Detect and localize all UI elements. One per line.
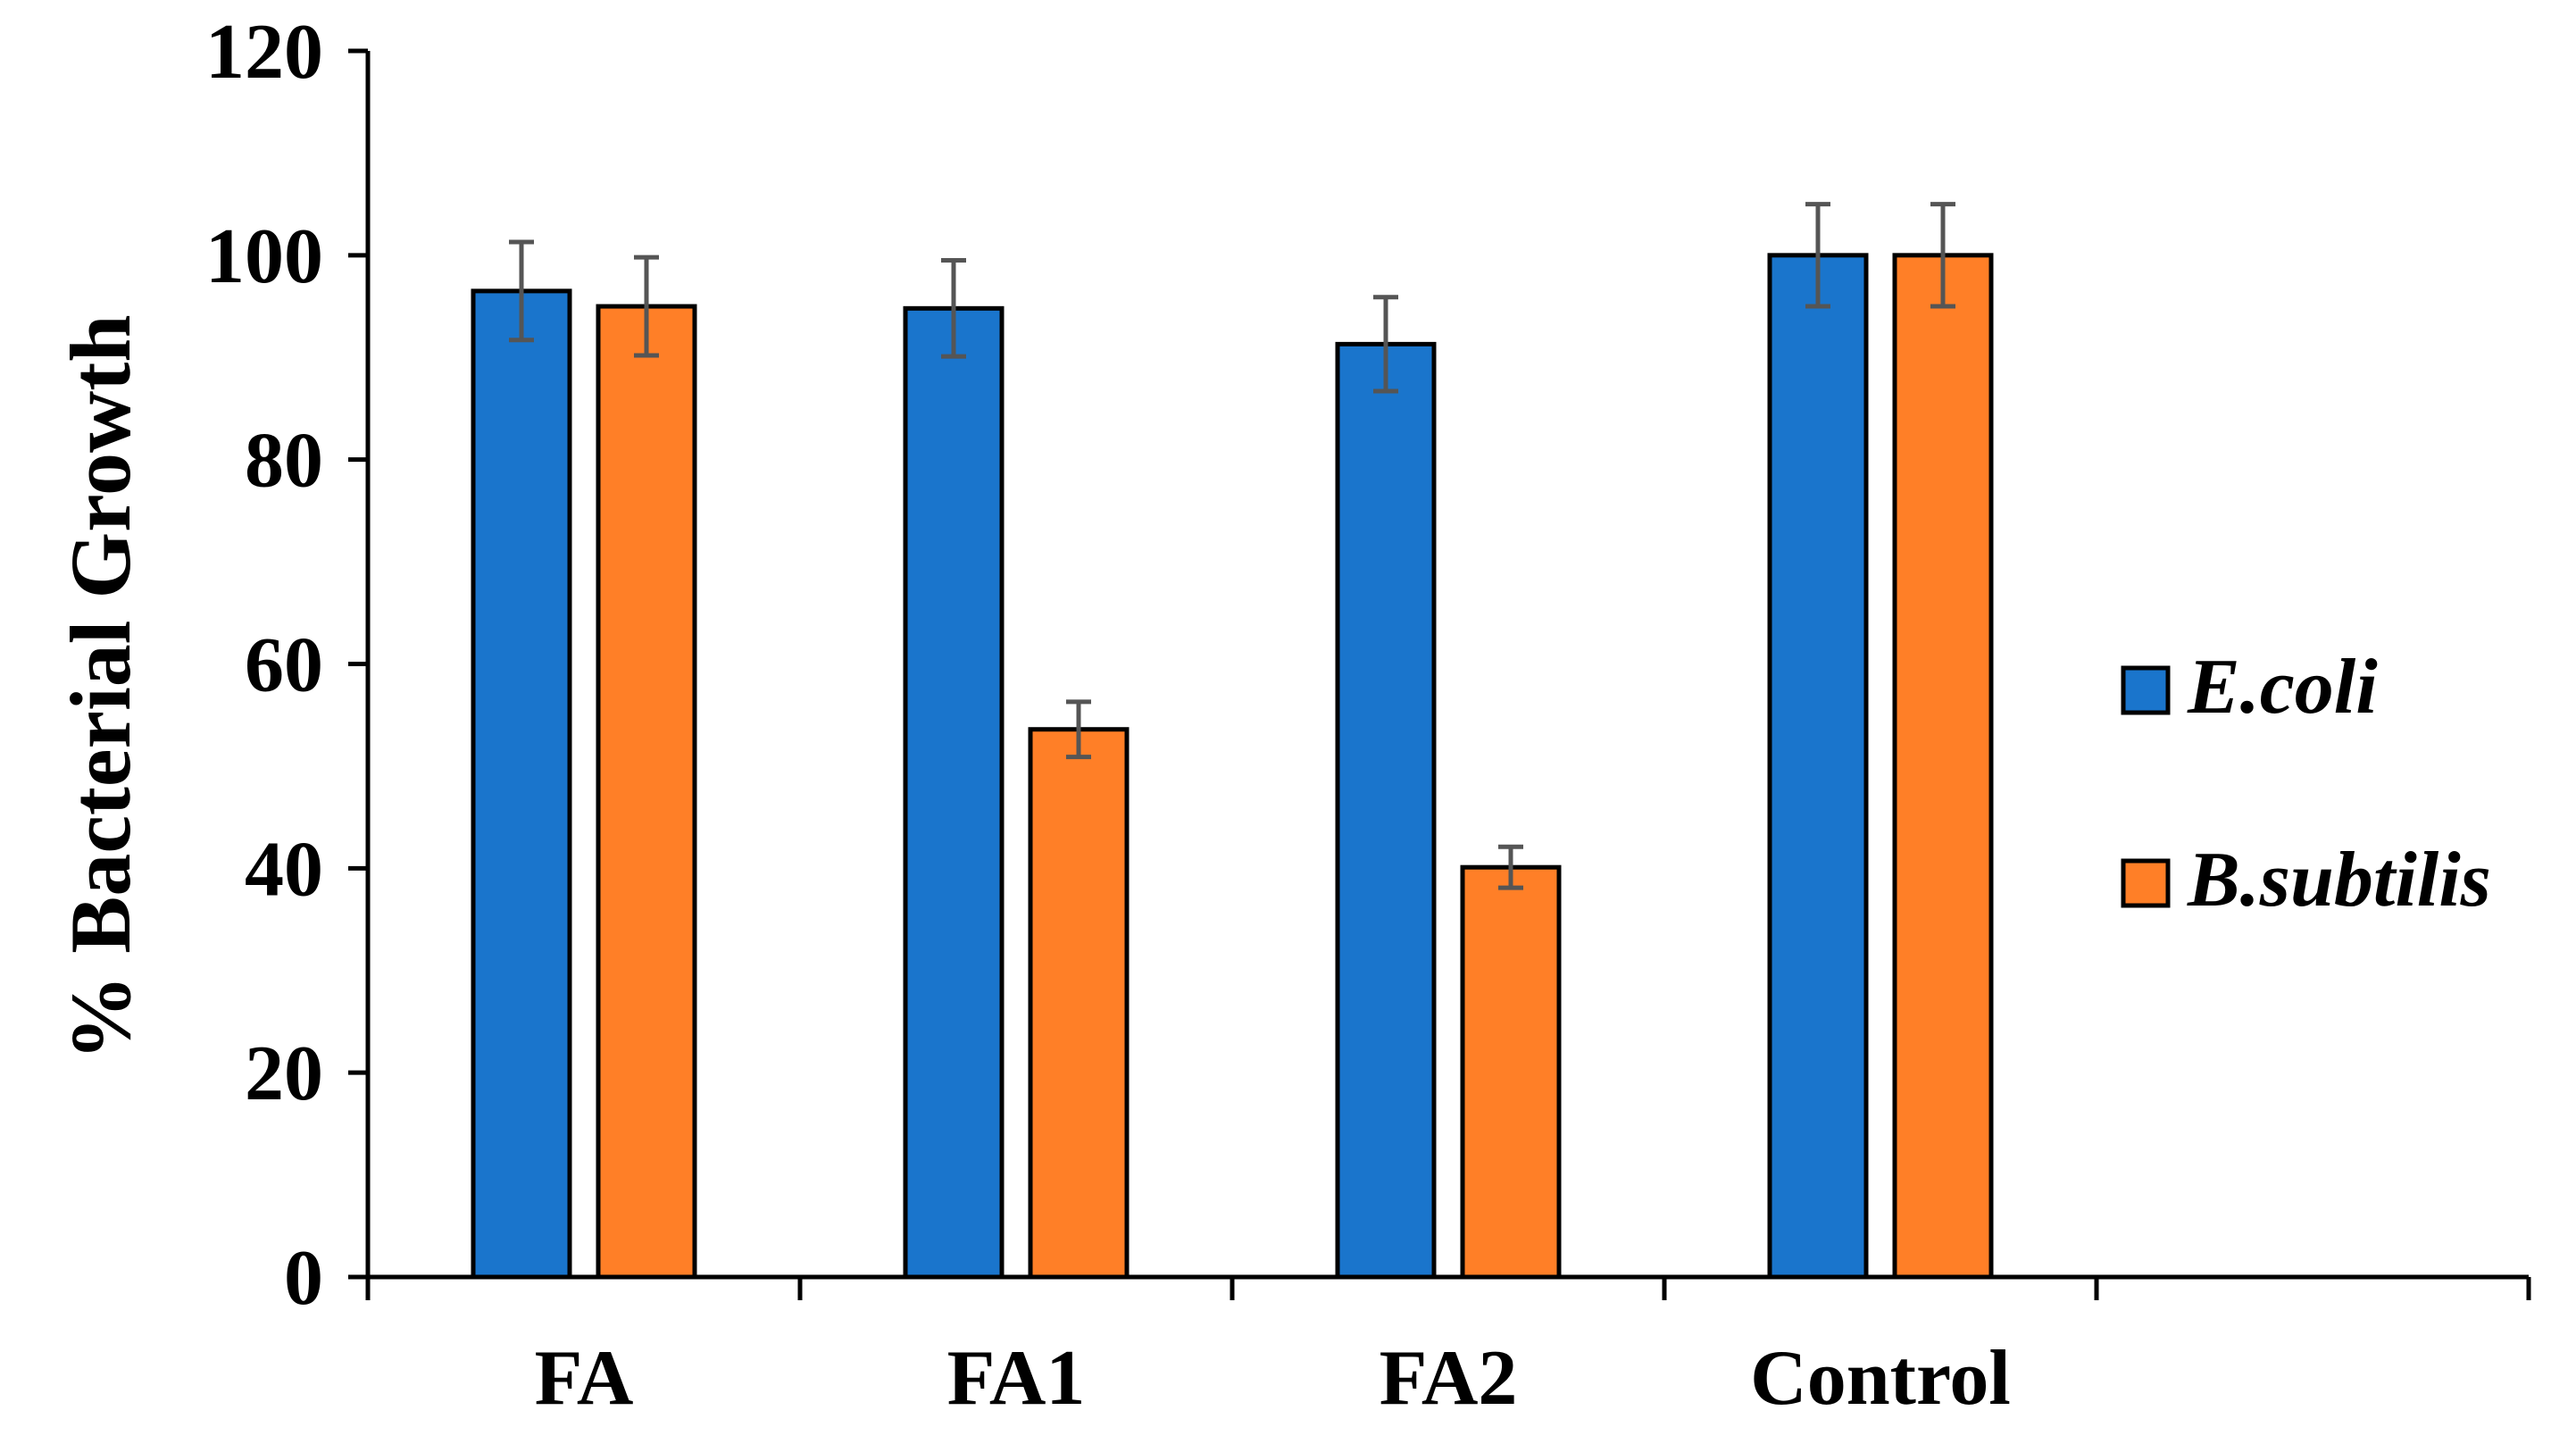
error-bars xyxy=(509,202,1955,890)
x-axis: FA FA1 FA2 Control xyxy=(365,1274,2531,1422)
y-tick-label: 40 xyxy=(245,826,323,913)
bar-e-coli-control xyxy=(1767,253,1869,1280)
y-tick-label: 0 xyxy=(284,1235,323,1322)
x-tick-label: Control xyxy=(1750,1335,2011,1422)
x-tick-label: FA1 xyxy=(947,1335,1086,1422)
y-tick-label: 120 xyxy=(205,9,323,96)
y-tick-label: 80 xyxy=(245,418,323,505)
y-axis-title: % Bacterial Growth xyxy=(53,314,148,1060)
bar-b-subtilis-fa1 xyxy=(1028,727,1130,1280)
x-tick-label: FA2 xyxy=(1380,1335,1518,1422)
bar-e-coli-fa2 xyxy=(1335,341,1437,1280)
legend-label: E.coli xyxy=(2187,644,2378,730)
bars xyxy=(471,253,1994,1280)
bar-b-subtilis-control xyxy=(1892,253,1994,1280)
y-tick-label: 20 xyxy=(245,1031,323,1117)
legend-label: B.subtilis xyxy=(2187,837,2491,923)
x-tick-label: FA xyxy=(535,1335,634,1422)
y-tick-label: 60 xyxy=(245,622,323,709)
bar-e-coli-fa xyxy=(471,288,572,1280)
legend: E.coli B.subtilis xyxy=(2121,644,2491,923)
bar-b-subtilis-fa xyxy=(596,304,697,1280)
y-axis: 0 20 40 60 80 100 120 xyxy=(205,9,371,1322)
bar-e-coli-fa1 xyxy=(903,305,1005,1280)
legend-swatch xyxy=(2121,858,2171,908)
legend-swatch xyxy=(2121,665,2171,715)
y-tick-label: 100 xyxy=(205,213,323,300)
bar-b-subtilis-fa2 xyxy=(1460,864,1562,1280)
